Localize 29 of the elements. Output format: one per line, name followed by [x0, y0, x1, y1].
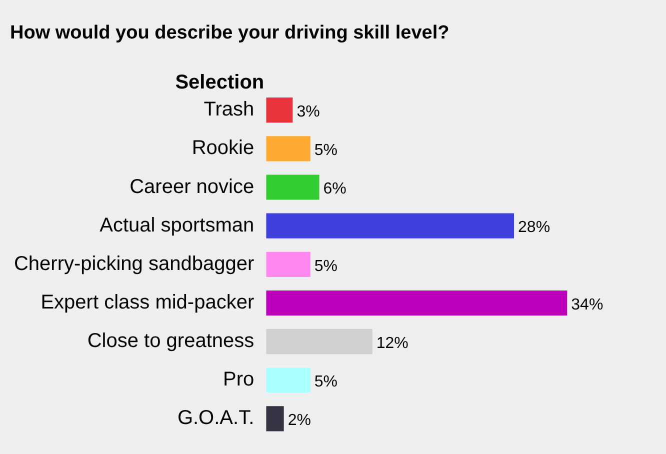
y-tick-label: Actual sportsman — [100, 214, 254, 236]
bar — [266, 174, 320, 200]
data-label: 5% — [314, 142, 338, 160]
data-label: 2% — [288, 412, 311, 430]
bar — [266, 368, 310, 393]
y-tick-label: Career novice — [130, 176, 254, 198]
data-label: 28% — [518, 219, 550, 236]
data-label: 3% — [296, 103, 320, 120]
y-tick-label: Pro — [223, 368, 254, 391]
bar — [266, 98, 293, 123]
y-tick-label: Cherry-picking sandbagger — [14, 252, 254, 275]
data-label: 5% — [314, 258, 338, 275]
bar — [266, 252, 310, 277]
data-label: 6% — [323, 180, 346, 198]
bar — [266, 213, 514, 238]
y-tick-label: Expert class mid-packer — [40, 291, 254, 314]
chart-title: How would you describe your driving skill level? — [10, 22, 450, 44]
y-tick-label: Close to greatness — [87, 330, 254, 352]
bar — [266, 329, 372, 354]
bar — [266, 290, 568, 316]
y-axis-title: Selection — [175, 71, 264, 94]
data-label: 12% — [376, 334, 408, 352]
y-tick-label: Trash — [204, 98, 254, 121]
bar — [266, 406, 284, 432]
y-tick-label: G.O.A.T. — [177, 407, 254, 430]
bar — [266, 136, 310, 162]
data-label: 5% — [314, 374, 338, 391]
y-tick-label: Rookie — [192, 137, 254, 160]
data-label: 34% — [571, 296, 604, 314]
